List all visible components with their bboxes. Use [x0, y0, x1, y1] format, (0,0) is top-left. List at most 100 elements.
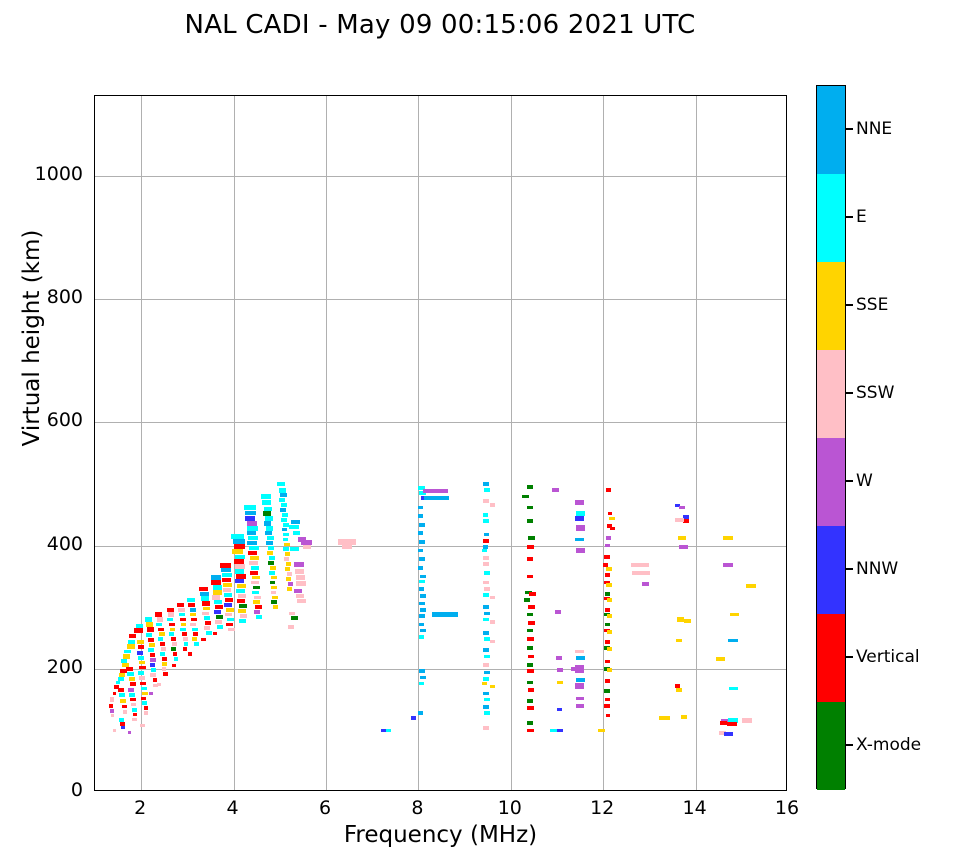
echo-mark: [575, 537, 584, 542]
echo-mark: [152, 678, 158, 682]
echo-mark: [202, 611, 210, 616]
echo-mark: [550, 728, 557, 733]
echo-mark: [527, 687, 535, 692]
x-tick-minor: [395, 790, 397, 791]
echo-mark: [605, 583, 612, 587]
echo-mark: [246, 520, 257, 526]
echo-mark: [423, 488, 449, 493]
echo-mark: [575, 682, 584, 690]
echo-mark: [604, 703, 610, 708]
echo-mark: [300, 540, 313, 545]
echo-mark: [121, 704, 127, 709]
echo-mark: [529, 591, 536, 596]
echo-mark: [342, 544, 353, 549]
echo-mark: [570, 666, 577, 671]
echo-mark: [216, 625, 224, 629]
echo-mark: [127, 671, 134, 676]
echo-mark: [483, 499, 489, 504]
echo-mark: [484, 532, 489, 537]
echo-mark: [149, 663, 156, 667]
y-tick-minor: [94, 730, 95, 732]
echo-mark: [674, 684, 681, 688]
x-tick-minor: [649, 790, 651, 791]
echo-mark: [727, 718, 739, 723]
echo-mark: [135, 623, 144, 628]
echo-mark: [265, 516, 273, 521]
echo-mark: [606, 647, 613, 651]
echo-mark: [483, 556, 489, 560]
echo-mark: [173, 657, 179, 661]
echo-mark: [108, 703, 113, 708]
echo-mark: [605, 543, 610, 548]
echo-mark: [279, 507, 287, 513]
echo-mark: [115, 680, 121, 685]
x-tick-label: 10: [497, 797, 522, 819]
x-tick-label: 6: [318, 797, 332, 819]
echo-mark: [337, 539, 357, 545]
echo-mark: [419, 557, 425, 562]
y-tick: [94, 668, 95, 670]
echo-mark: [138, 671, 145, 675]
echo-mark: [227, 617, 235, 622]
echo-mark: [252, 590, 260, 595]
echo-mark: [120, 669, 127, 674]
echo-mark: [289, 524, 300, 530]
echo-mark: [420, 496, 427, 501]
echo-mark: [576, 547, 585, 554]
x-tick-minor: [210, 790, 212, 791]
echo-mark: [270, 590, 277, 595]
echo-mark: [727, 638, 739, 643]
x-tick-label: 12: [590, 797, 615, 819]
plot-area: [94, 95, 787, 791]
colorbar-segment-ssw: [817, 350, 845, 438]
echo-mark: [484, 637, 490, 642]
x-tick-minor: [256, 790, 258, 791]
echo-mark: [231, 533, 245, 540]
echo-mark: [658, 716, 670, 720]
echo-mark: [204, 626, 211, 630]
echo-mark: [576, 655, 585, 660]
echo-mark: [231, 549, 243, 555]
echo-mark: [143, 711, 149, 715]
echo-mark: [119, 718, 124, 722]
echo-mark: [212, 585, 222, 590]
x-tick-minor: [487, 790, 489, 791]
echo-mark: [483, 482, 489, 486]
y-tick-label: 400: [46, 532, 83, 555]
echo-mark: [111, 713, 115, 718]
echo-mark: [268, 570, 275, 575]
echo-mark: [575, 649, 584, 654]
echo-mark: [557, 728, 564, 733]
echo-mark: [490, 503, 495, 507]
echo-mark: [112, 691, 117, 696]
echo-mark: [483, 519, 489, 523]
echo-mark: [253, 595, 261, 600]
colorbar: [816, 85, 846, 790]
echo-mark: [281, 527, 288, 532]
gridline-vertical: [141, 96, 143, 790]
echo-mark: [419, 491, 426, 496]
echo-mark: [552, 488, 559, 493]
echo-mark: [279, 492, 287, 498]
echo-mark: [255, 615, 263, 619]
echo-mark: [527, 706, 534, 711]
echo-mark: [191, 617, 198, 622]
echo-mark: [250, 570, 259, 575]
echo-mark: [139, 676, 146, 680]
y-tick-minor: [94, 483, 95, 485]
echo-mark: [721, 718, 729, 723]
echo-mark: [168, 622, 175, 627]
echo-mark: [295, 593, 304, 599]
echo-mark: [119, 672, 126, 678]
echo-mark: [483, 705, 489, 709]
y-tick: [94, 545, 95, 547]
echo-mark: [576, 511, 585, 516]
y-tick-minor: [94, 114, 95, 116]
echo-mark: [483, 691, 489, 696]
echo-mark: [730, 612, 740, 617]
echo-mark: [150, 673, 156, 677]
x-axis-label: Frequency (MHz): [343, 822, 538, 848]
echo-mark: [273, 605, 279, 610]
echo-mark: [222, 587, 231, 593]
echo-mark: [278, 497, 286, 503]
